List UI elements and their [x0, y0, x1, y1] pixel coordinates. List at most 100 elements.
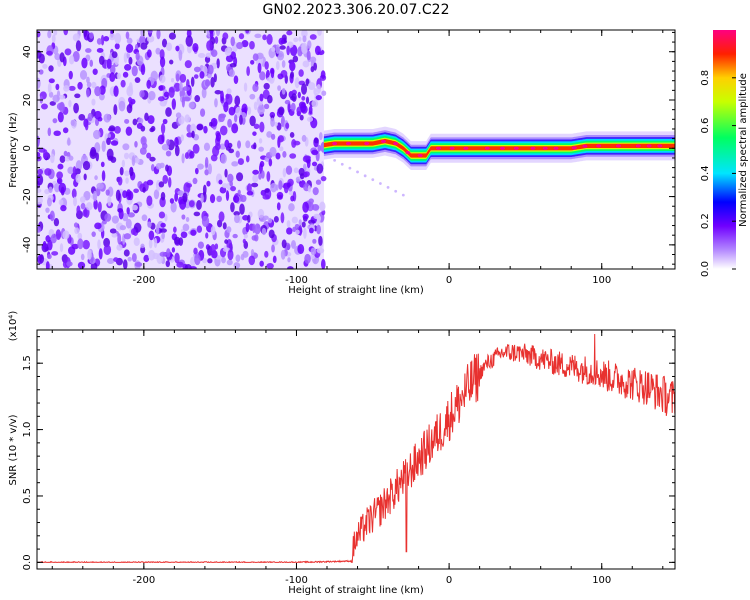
- noise-cell: [294, 223, 300, 230]
- noise-cell: [200, 108, 206, 117]
- noise-cell: [68, 246, 76, 255]
- noise-cell: [56, 171, 64, 180]
- noise-cell: [236, 41, 244, 50]
- noise-cell: [313, 137, 319, 144]
- noise-cell: [178, 49, 183, 61]
- noise-cell: [91, 98, 96, 106]
- noise-cell: [266, 76, 273, 82]
- noise-cell: [263, 103, 270, 110]
- noise-cell: [314, 45, 321, 56]
- noise-cell: [86, 76, 90, 84]
- colorbar-ticks: 0.0 0.2 0.4 0.6 0.8: [700, 70, 736, 277]
- noise-cell: [229, 63, 237, 68]
- noise-cell: [46, 254, 52, 260]
- noise-cell: [128, 191, 134, 201]
- noise-cell: [37, 175, 41, 182]
- noise-cell: [109, 64, 116, 75]
- noise-cell: [259, 93, 264, 102]
- noise-cell: [180, 134, 184, 142]
- noise-cell: [59, 243, 64, 253]
- noise-cell: [320, 175, 327, 182]
- noise-cell: [111, 232, 118, 238]
- noise-cell: [117, 176, 123, 186]
- snr-x-axis-label: Height of straight line (km): [288, 585, 424, 596]
- y-tick-label: 0: [22, 145, 33, 151]
- noise-cell: [252, 174, 259, 183]
- noise-cell: [148, 90, 156, 101]
- noise-cell: [291, 216, 299, 224]
- figure-title: GN02.2023.306.20.07.C22: [263, 2, 450, 18]
- noise-cell: [311, 149, 319, 156]
- noise-cell: [160, 123, 166, 135]
- noise-cell: [192, 42, 199, 53]
- noise-cell: [194, 253, 201, 266]
- noise-cell: [310, 247, 317, 256]
- colorbar-gradient: [713, 30, 736, 269]
- noise-cell: [235, 254, 241, 262]
- noise-cell: [285, 122, 290, 129]
- noise-cell: [47, 82, 52, 94]
- noise-cell: [224, 47, 232, 57]
- noise-cell: [143, 254, 150, 263]
- noise-cell: [228, 69, 235, 78]
- noise-cell: [268, 158, 273, 167]
- noise-cell: [177, 190, 185, 196]
- noise-cell: [180, 231, 188, 239]
- noise-cell: [156, 30, 161, 40]
- noise-cell: [291, 93, 297, 102]
- noise-cell: [189, 150, 195, 159]
- signal-hotspot: [582, 144, 588, 148]
- noise-cell: [308, 227, 314, 234]
- signal-hotspot: [364, 141, 370, 146]
- noise-cell: [150, 125, 156, 132]
- noise-cell: [192, 177, 198, 185]
- noise-cell: [157, 134, 165, 145]
- noise-cell: [252, 223, 256, 234]
- noise-cell: [98, 248, 103, 260]
- noise-cell: [193, 211, 201, 217]
- noise-cell: [118, 208, 124, 220]
- noise-cell: [106, 137, 111, 146]
- noise-cell: [233, 214, 240, 224]
- noise-cell: [245, 30, 250, 34]
- noise-cell: [94, 175, 98, 181]
- noise-cell: [114, 32, 122, 44]
- noise-cell: [103, 35, 110, 42]
- noise-cell: [302, 213, 309, 220]
- noise-cell: [126, 103, 133, 114]
- noise-cell: [305, 96, 310, 105]
- noise-cell: [210, 76, 215, 88]
- noise-cell: [97, 239, 101, 250]
- noise-cell: [270, 117, 275, 128]
- noise-cell: [182, 223, 190, 232]
- noise-cell: [224, 168, 228, 178]
- noise-cell: [48, 65, 54, 72]
- noise-cell: [227, 118, 233, 128]
- noise-cell: [175, 112, 182, 119]
- noise-cell: [302, 35, 307, 43]
- noise-cell: [228, 106, 236, 116]
- noise-cell: [126, 207, 130, 215]
- noise-cell: [53, 130, 61, 137]
- noise-cell: [41, 103, 48, 110]
- noise-cell: [275, 60, 280, 70]
- noise-cell: [270, 133, 276, 140]
- noise-cell: [147, 115, 155, 125]
- noise-cell: [230, 186, 237, 192]
- noise-cell: [115, 189, 121, 201]
- noise-cell: [149, 156, 156, 162]
- noise-cell: [320, 258, 326, 269]
- noise-cell: [171, 98, 176, 110]
- noise-cell: [225, 190, 230, 202]
- noise-cell: [231, 123, 239, 134]
- snr-frame: [36, 329, 676, 570]
- noise-cell: [299, 173, 305, 180]
- noise-cell: [131, 155, 136, 167]
- noise-cell: [224, 239, 229, 244]
- noise-cell: [401, 193, 405, 197]
- signal-hotspot: [616, 144, 622, 148]
- noise-cell: [45, 207, 50, 213]
- noise-cell: [271, 244, 275, 253]
- noise-cell: [47, 127, 52, 137]
- noise-cell: [218, 211, 225, 222]
